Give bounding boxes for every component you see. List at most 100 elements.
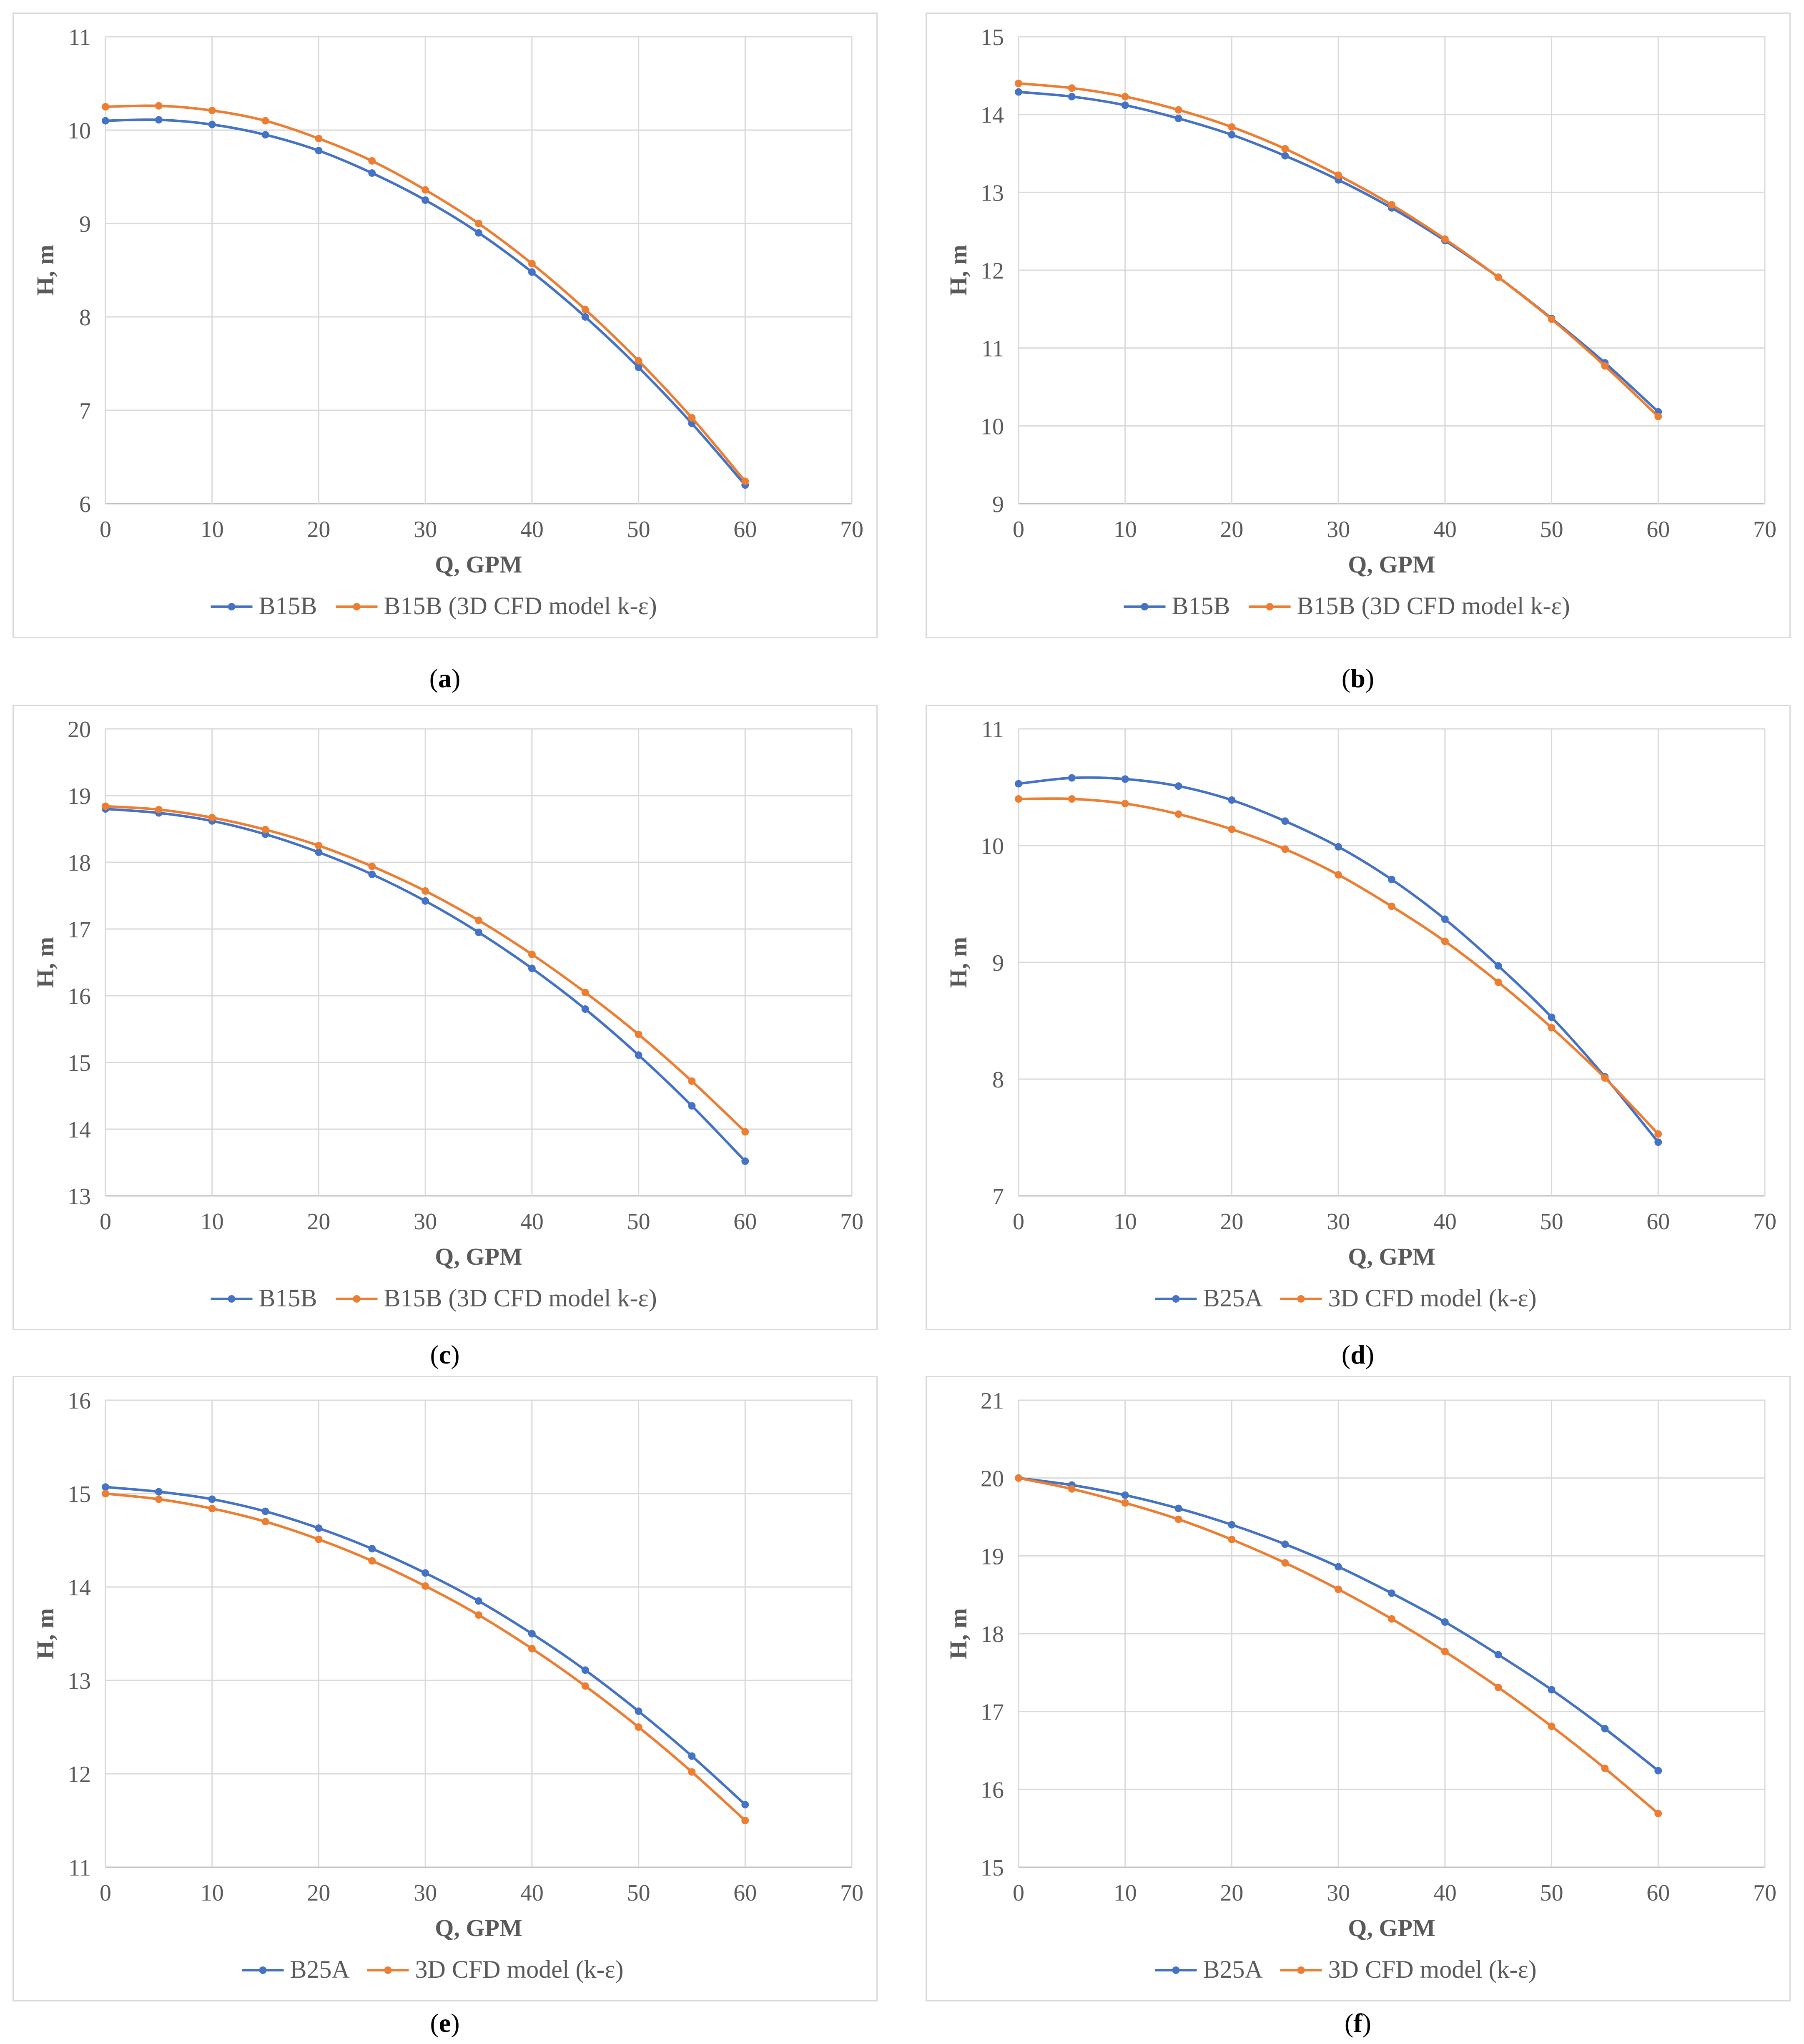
data-point xyxy=(261,826,269,834)
data-point xyxy=(1388,1615,1395,1623)
x-tick-label: 40 xyxy=(1433,517,1457,542)
y-tick-label: 11 xyxy=(981,336,1004,362)
data-point xyxy=(1494,978,1502,986)
legend-marker xyxy=(1297,1966,1305,1974)
data-point xyxy=(1015,1474,1022,1482)
data-point xyxy=(1068,795,1076,803)
data-point xyxy=(635,1723,642,1731)
data-point xyxy=(1654,412,1662,420)
y-tick-label: 16 xyxy=(981,1777,1004,1803)
data-point xyxy=(688,414,696,422)
data-point xyxy=(1494,1683,1502,1691)
data-point xyxy=(422,897,429,905)
x-tick-label: 40 xyxy=(520,517,544,542)
chart-svg-e: 11 12 13 14 15 16 0 10 20 30 40 50 60 70 Q, GPM H, m B25… xyxy=(32,1388,863,1983)
legend-label: 3D CFD model (k-ε) xyxy=(415,1956,624,1983)
data-point xyxy=(1228,123,1236,131)
y-tick-label: 13 xyxy=(981,180,1004,206)
data-point xyxy=(475,917,482,924)
legend-label: B15B xyxy=(259,592,317,620)
x-tick-label: 0 xyxy=(1013,1880,1024,1906)
legend-marker xyxy=(228,603,236,610)
legend-marker xyxy=(1172,1295,1180,1303)
y-tick-label: 9 xyxy=(79,211,91,237)
x-tick-label: 60 xyxy=(733,1209,757,1235)
data-point xyxy=(422,887,429,895)
data-point xyxy=(1494,273,1502,281)
data-point xyxy=(102,1490,109,1497)
data-point xyxy=(581,1666,589,1674)
data-point xyxy=(635,363,642,371)
x-tick-label: 70 xyxy=(1753,1209,1776,1235)
y-tick-label: 7 xyxy=(992,1184,1004,1210)
y-tick-label: 8 xyxy=(992,1067,1004,1093)
x-axis-title: Q, GPM xyxy=(1348,551,1435,578)
x-tick-label: 0 xyxy=(100,1880,111,1906)
chart-svg-b: 9 10 11 12 13 14 15 0 10 20 30 40 50 60 70 Q, GPM H, m B1… xyxy=(945,25,1776,620)
y-tick-label: 12 xyxy=(68,1762,91,1788)
data-point xyxy=(1281,152,1289,160)
data-point xyxy=(1281,817,1289,825)
data-point xyxy=(1654,1767,1662,1775)
data-point xyxy=(155,1495,163,1503)
data-point xyxy=(528,260,536,268)
y-tick-label: 19 xyxy=(68,783,91,809)
x-tick-label: 10 xyxy=(201,517,224,542)
data-point xyxy=(1548,1686,1556,1694)
data-point xyxy=(422,196,429,204)
data-point xyxy=(1228,1521,1236,1529)
y-tick-label: 15 xyxy=(68,1482,91,1507)
legend-label: B15B (3D CFD model k-ε) xyxy=(384,592,657,620)
y-tick-label: 6 xyxy=(79,492,91,517)
data-point xyxy=(1388,902,1395,910)
y-tick-label: 10 xyxy=(981,414,1004,439)
data-point xyxy=(422,1582,429,1590)
data-point xyxy=(1174,1504,1182,1512)
data-point xyxy=(1121,1499,1129,1507)
y-tick-label: 19 xyxy=(981,1544,1004,1569)
data-point xyxy=(1228,825,1236,833)
data-point xyxy=(475,1611,482,1619)
data-point xyxy=(261,117,269,125)
data-point xyxy=(368,862,376,870)
x-tick-label: 30 xyxy=(1327,1880,1350,1906)
y-tick-label: 11 xyxy=(981,717,1004,743)
data-point xyxy=(581,989,589,996)
data-point xyxy=(1015,80,1022,87)
data-point xyxy=(1174,106,1182,114)
legend-label: B25A xyxy=(290,1956,350,1983)
x-tick-label: 30 xyxy=(1327,517,1350,542)
y-tick-label: 13 xyxy=(68,1184,91,1210)
data-point xyxy=(315,849,323,856)
data-point xyxy=(528,950,536,958)
x-tick-label: 20 xyxy=(307,1209,330,1235)
data-point xyxy=(741,1800,749,1808)
data-point xyxy=(368,870,376,878)
data-point xyxy=(208,106,216,114)
data-point xyxy=(1335,1563,1342,1571)
data-point xyxy=(581,1005,589,1013)
legend-label: 3D CFD model (k-ε) xyxy=(1328,1956,1537,1983)
legend-marker xyxy=(259,1966,267,1974)
data-point xyxy=(1548,1024,1556,1032)
y-tick-label: 8 xyxy=(79,305,91,331)
data-point xyxy=(1174,115,1182,122)
data-point xyxy=(422,1569,429,1577)
x-tick-label: 20 xyxy=(307,517,330,542)
data-point xyxy=(581,1682,589,1690)
y-tick-label: 12 xyxy=(981,258,1004,284)
data-point xyxy=(1548,1723,1556,1730)
x-tick-label: 0 xyxy=(1013,517,1024,542)
data-point xyxy=(475,1597,482,1605)
x-tick-label: 30 xyxy=(1327,1209,1350,1235)
caption-a: (a) xyxy=(429,663,461,693)
data-point xyxy=(315,135,323,143)
data-point xyxy=(315,147,323,155)
data-point xyxy=(102,117,109,125)
y-tick-label: 20 xyxy=(981,1466,1004,1492)
data-point xyxy=(1015,795,1022,803)
x-tick-label: 60 xyxy=(1646,517,1670,542)
y-axis-title: H, m xyxy=(945,937,972,988)
data-point xyxy=(1015,780,1022,788)
x-axis-title: Q, GPM xyxy=(435,1914,522,1941)
